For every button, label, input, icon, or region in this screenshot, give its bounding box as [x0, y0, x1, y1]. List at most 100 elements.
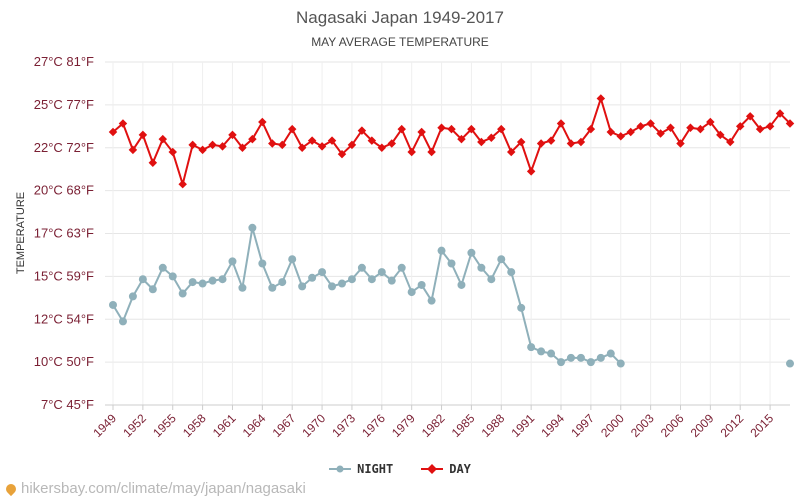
- night-point[interactable]: [606, 349, 615, 358]
- day-point[interactable]: [317, 142, 327, 151]
- day-point[interactable]: [168, 147, 177, 157]
- day-point[interactable]: [128, 145, 138, 155]
- night-point[interactable]: [168, 272, 177, 281]
- night-point[interactable]: [457, 280, 466, 289]
- night-point[interactable]: [527, 343, 536, 352]
- day-point[interactable]: [158, 134, 168, 144]
- night-point[interactable]: [158, 263, 167, 272]
- day-point[interactable]: [307, 136, 317, 145]
- night-point[interactable]: [238, 283, 247, 292]
- night-point[interactable]: [377, 268, 386, 277]
- day-point[interactable]: [457, 134, 466, 144]
- night-point[interactable]: [337, 279, 346, 288]
- day-point[interactable]: [477, 137, 486, 147]
- day-point[interactable]: [526, 167, 536, 176]
- day-point[interactable]: [297, 143, 307, 152]
- day-point[interactable]: [228, 130, 237, 140]
- legend-item-day[interactable]: DAY: [421, 462, 471, 476]
- night-point[interactable]: [367, 275, 376, 284]
- night-point[interactable]: [517, 303, 526, 312]
- night-point[interactable]: [248, 223, 257, 232]
- day-point[interactable]: [347, 140, 357, 150]
- night-point[interactable]: [318, 268, 327, 277]
- day-point[interactable]: [596, 94, 606, 103]
- night-point[interactable]: [208, 276, 217, 285]
- day-point[interactable]: [148, 158, 158, 167]
- source-link[interactable]: hikersbay.com/climate/may/japan/nagasaki: [3, 480, 306, 497]
- night-point[interactable]: [586, 358, 595, 367]
- night-point[interactable]: [268, 283, 277, 292]
- night-point[interactable]: [357, 263, 366, 272]
- night-point[interactable]: [328, 282, 337, 291]
- day-point[interactable]: [248, 134, 257, 144]
- night-point[interactable]: [467, 248, 476, 257]
- night-point[interactable]: [198, 279, 207, 288]
- day-point[interactable]: [606, 127, 616, 137]
- night-point[interactable]: [387, 276, 396, 285]
- day-point[interactable]: [536, 139, 546, 148]
- night-point[interactable]: [258, 259, 267, 268]
- night-point[interactable]: [566, 353, 575, 362]
- night-point[interactable]: [507, 268, 516, 277]
- day-point[interactable]: [327, 136, 337, 145]
- day-point[interactable]: [367, 136, 377, 145]
- day-point[interactable]: [118, 119, 128, 128]
- day-point[interactable]: [427, 147, 436, 157]
- night-point[interactable]: [118, 317, 127, 326]
- night-point[interactable]: [537, 347, 546, 356]
- night-point[interactable]: [447, 259, 456, 268]
- day-point[interactable]: [566, 139, 576, 148]
- legend-item-night[interactable]: NIGHT: [329, 462, 393, 476]
- day-point[interactable]: [407, 147, 416, 157]
- night-point[interactable]: [397, 263, 406, 272]
- night-point[interactable]: [109, 300, 117, 309]
- day-point[interactable]: [268, 139, 277, 148]
- night-point[interactable]: [148, 285, 157, 294]
- day-point[interactable]: [238, 143, 247, 152]
- night-point[interactable]: [308, 273, 317, 282]
- day-point[interactable]: [636, 122, 645, 131]
- day-point[interactable]: [138, 130, 148, 140]
- night-point[interactable]: [596, 353, 605, 362]
- day-point[interactable]: [108, 127, 118, 137]
- day-point[interactable]: [546, 136, 556, 145]
- day-point[interactable]: [337, 149, 347, 159]
- day-point[interactable]: [437, 123, 446, 132]
- night-point[interactable]: [407, 288, 416, 297]
- night-point[interactable]: [347, 275, 356, 284]
- night-point[interactable]: [417, 280, 426, 289]
- day-point[interactable]: [487, 133, 496, 142]
- day-point[interactable]: [178, 179, 187, 189]
- night-point[interactable]: [298, 282, 307, 291]
- night-point[interactable]: [477, 263, 486, 272]
- day-point[interactable]: [417, 127, 426, 137]
- day-point[interactable]: [387, 139, 397, 148]
- day-point[interactable]: [188, 140, 197, 150]
- night-point[interactable]: [278, 278, 287, 287]
- day-point[interactable]: [626, 127, 635, 137]
- night-point[interactable]: [786, 359, 794, 368]
- night-point[interactable]: [547, 349, 556, 358]
- day-point[interactable]: [198, 145, 207, 155]
- night-point[interactable]: [557, 358, 566, 367]
- night-point[interactable]: [138, 275, 147, 284]
- night-point[interactable]: [218, 275, 227, 284]
- night-point[interactable]: [427, 296, 436, 305]
- night-point[interactable]: [616, 359, 625, 368]
- day-point[interactable]: [208, 140, 217, 150]
- night-point[interactable]: [288, 255, 297, 264]
- night-point[interactable]: [497, 255, 506, 264]
- day-point[interactable]: [377, 143, 387, 152]
- night-point[interactable]: [178, 289, 187, 298]
- day-point[interactable]: [616, 132, 625, 141]
- night-point[interactable]: [188, 278, 197, 287]
- day-point[interactable]: [556, 119, 566, 128]
- night-point[interactable]: [576, 353, 585, 362]
- night-point[interactable]: [128, 292, 137, 301]
- day-point[interactable]: [218, 142, 227, 151]
- night-point[interactable]: [437, 246, 446, 255]
- day-point[interactable]: [278, 140, 287, 150]
- day-point[interactable]: [258, 117, 267, 127]
- night-point[interactable]: [487, 275, 496, 284]
- night-point[interactable]: [228, 257, 237, 266]
